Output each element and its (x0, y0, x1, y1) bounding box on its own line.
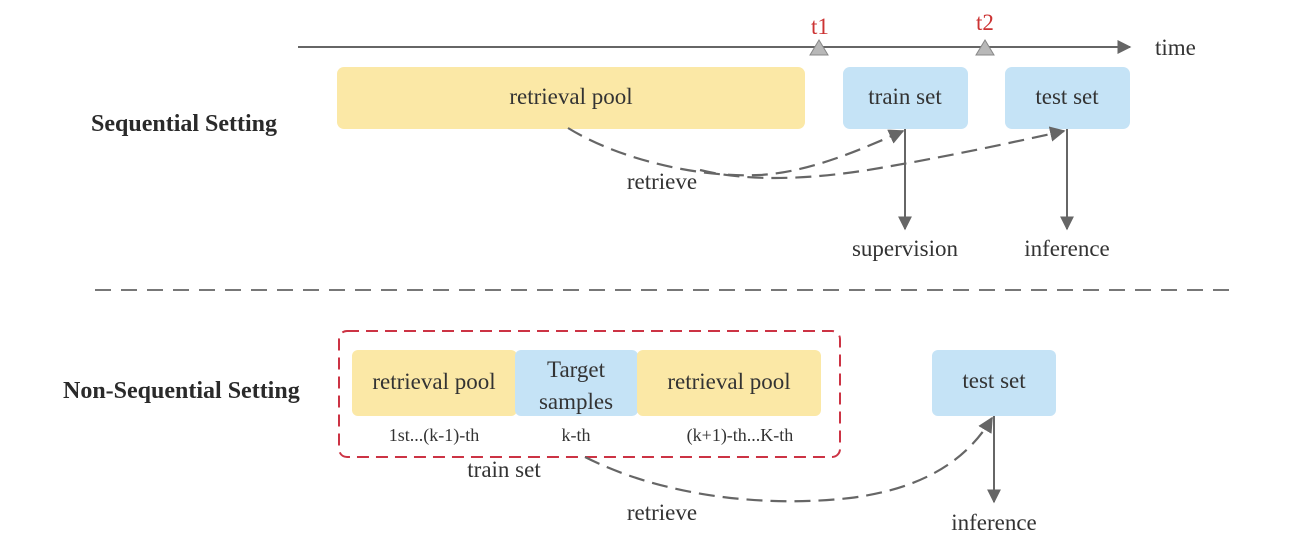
seq-inference-label: inference (1024, 236, 1110, 261)
nonseq-pool-left-box (352, 350, 517, 416)
seq-test-set-box (1005, 67, 1130, 129)
t1-label: t1 (811, 14, 829, 39)
seq-train-set-box (843, 67, 968, 129)
train-set-dashed-frame (338, 330, 841, 458)
seq-retrieve-arrow-to-test (699, 126, 1066, 180)
seq-retrieve-arrow-to-train (567, 127, 905, 177)
index-left-label: 1st...(k-1)-th (389, 425, 479, 446)
nonseq-retrieve-arrow (584, 416, 993, 503)
seq-retrieval-pool-box (337, 67, 805, 129)
nonseq-pool-right-box (637, 350, 821, 416)
sequential-title: Sequential Setting (91, 111, 277, 137)
seq-retrieval-pool-label: retrieval pool (509, 84, 632, 109)
nonseq-test-set-box (932, 350, 1056, 416)
non-sequential-title: Non-Sequential Setting (63, 378, 300, 404)
sequential-setting: Sequential Setting retrieval pool train … (91, 67, 1130, 261)
non-sequential-setting: Non-Sequential Setting retrieval pool Ta… (63, 330, 1056, 535)
nonseq-train-set-label: train set (467, 457, 541, 482)
target-samples-line1: Target (547, 357, 606, 382)
seq-supervision-label: supervision (852, 236, 959, 261)
target-samples-box (515, 350, 638, 416)
t1-marker (809, 39, 829, 56)
seq-retrieve-label: retrieve (627, 169, 697, 194)
seq-test-set-label: test set (1035, 84, 1099, 109)
index-mid-label: k-th (562, 425, 591, 445)
nonseq-pool-left-label: retrieval pool (372, 369, 495, 394)
nonseq-pool-right-label: retrieval pool (667, 369, 790, 394)
seq-train-set-label: train set (868, 84, 942, 109)
time-axis-label: time (1155, 35, 1196, 60)
target-samples-line2: samples (539, 389, 613, 414)
index-right-label: (k+1)-th...K-th (687, 425, 794, 446)
nonseq-test-set-label: test set (962, 368, 1026, 393)
t2-marker (975, 39, 995, 56)
t2-label: t2 (976, 10, 994, 35)
timeline: time t1 t2 (298, 10, 1196, 60)
nonseq-retrieve-label: retrieve (627, 500, 697, 525)
nonseq-inference-label: inference (951, 510, 1037, 535)
